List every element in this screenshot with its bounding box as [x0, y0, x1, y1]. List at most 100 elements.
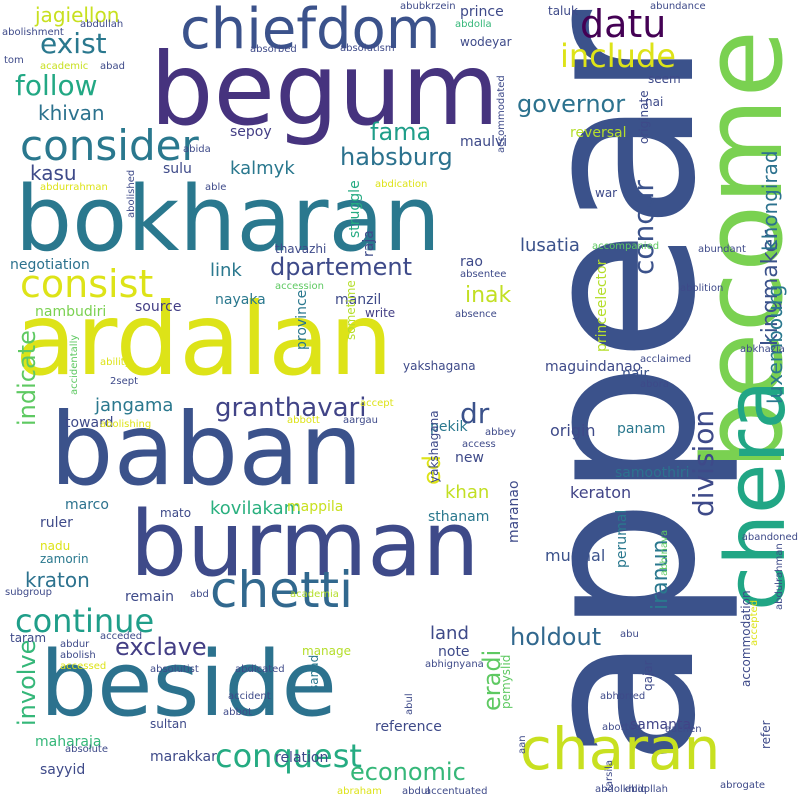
word-seem: seem [648, 72, 681, 86]
word-sayyid: sayyid [40, 762, 86, 778]
word-holdout: holdout [510, 623, 602, 651]
word-absolutism: absolutism [340, 43, 395, 54]
word-new: new [455, 450, 484, 466]
word-sometime: sometime [344, 280, 358, 340]
word-relation: relation [275, 750, 329, 766]
word-charan: charan [520, 715, 721, 783]
word-access: access [462, 439, 496, 450]
word-aan: aan [517, 735, 528, 754]
word-dr: dr [460, 397, 490, 430]
word-abundant: abundant [698, 244, 746, 255]
word-aborted: aborted [602, 722, 642, 733]
word-war: war [595, 186, 618, 200]
word-abul: abul [404, 693, 415, 715]
word-negotiation: negotiation [10, 257, 90, 273]
word-bokharan: bokharan [15, 167, 441, 272]
word-pekik: pekik [430, 419, 468, 435]
word-accident: accident [228, 691, 271, 702]
word-raja: raja [361, 230, 377, 257]
word-nair: nair [622, 366, 650, 382]
word-thavazhi: thavazhi [275, 242, 327, 256]
word-zamorin: zamorin [40, 552, 89, 566]
word-kasu: kasu [30, 161, 77, 185]
word-include: include [560, 37, 676, 75]
word-abad: abad [100, 61, 125, 72]
word-datu: datu [580, 2, 667, 46]
word-wodeyar: wodeyar [460, 35, 512, 49]
word-reference: reference [375, 719, 442, 735]
word-abrogate: abrogate [720, 780, 766, 791]
word-involve: involve [13, 639, 41, 726]
word-able: able [205, 182, 227, 193]
word-absentee: absentee [460, 269, 507, 280]
word-consider: consider [20, 121, 199, 170]
word-abolishment: abolishment [2, 27, 64, 38]
word-exclave: exclave [115, 633, 207, 661]
word-abraham: abraham [337, 786, 382, 797]
word-yakshagana: yakshagana [427, 410, 441, 483]
word-sulu: sulu [163, 161, 192, 177]
word-baban: baban [50, 391, 363, 508]
word-nayaka: nayaka [215, 292, 266, 308]
word-habsburg: habsburg [340, 143, 453, 171]
word-abdicated: abdicated [235, 664, 285, 675]
word-absence: absence [455, 309, 497, 320]
word-accidentally: accidentally [69, 334, 80, 395]
word-marco: marco [65, 497, 109, 513]
word-sthanam: sthanam [428, 509, 490, 525]
word-abbot: abbot [223, 707, 252, 718]
word-acclaimed: acclaimed [640, 354, 692, 365]
word-abubkrzein: abubkrzein [400, 1, 456, 12]
word-tom: tom [4, 55, 24, 66]
word-kovilakam: kovilakam [210, 498, 302, 519]
word-accommodated: accommodated [496, 75, 507, 153]
word-abdullah: abdullah [80, 19, 124, 30]
word-abkhazia: abkhazia [740, 344, 785, 355]
word-qajar: qajar [641, 660, 655, 691]
word-pemyslid: pemyslid [499, 654, 513, 709]
word-abd: abd [190, 589, 209, 600]
word-abdolkhliq: abdolkhliq [595, 784, 647, 795]
word-samanta: samanta [630, 717, 692, 733]
word-absorbed: absorbed [250, 44, 297, 55]
word-beside: beside [40, 632, 337, 737]
word-source: source [135, 299, 182, 315]
word-aargau: aargau [343, 415, 379, 426]
word-perumal: perumal [614, 509, 630, 568]
word-conquest: conquest [215, 737, 362, 775]
word-chetti: chetti [210, 561, 354, 619]
word-accept: accept [360, 398, 394, 409]
word-abhignyana: abhignyana [425, 659, 484, 670]
word-nambudiri: nambudiri [35, 304, 107, 320]
word-subgroup: subgroup [5, 587, 52, 598]
word-accessed: accessed [60, 661, 107, 672]
word-kalmyk: kalmyk [230, 158, 295, 179]
word-ardalan: ardalan [15, 281, 393, 398]
word-academia: academia [290, 589, 339, 600]
word-sanad: sanad [307, 654, 321, 691]
word-jagiellon: jagiellon [35, 3, 120, 27]
word-absolute: absolute [65, 744, 108, 755]
word-ability: ability [100, 357, 131, 368]
word-keraton: keraton [570, 483, 632, 502]
word-inak: inak [465, 283, 512, 308]
word-abdurrahman: abdurrahman [40, 182, 108, 193]
word-abdul: abdul [402, 786, 430, 797]
word-abdolla: abdolla [455, 19, 492, 30]
word-note: note [438, 644, 470, 660]
word-abora: abora [640, 379, 669, 390]
word-originate: originate [637, 90, 651, 144]
word-abu: abu [620, 629, 639, 640]
word-khan: khan [445, 482, 490, 503]
word-maharaja: maharaja [35, 734, 102, 750]
word-abolish: abolish [60, 650, 96, 661]
word-dpartement: dpartement [270, 253, 412, 281]
word-nadu: nadu [40, 539, 71, 553]
word-accentuated: accentuated [425, 786, 488, 797]
word-2sept: 2sept [110, 376, 138, 387]
word-abbey: abbey [485, 427, 516, 438]
word-taram: taram [10, 631, 47, 645]
word-abandoned: abandoned [741, 532, 798, 543]
word-abundance: abundance [650, 1, 706, 12]
word-chera: chera [709, 379, 800, 611]
